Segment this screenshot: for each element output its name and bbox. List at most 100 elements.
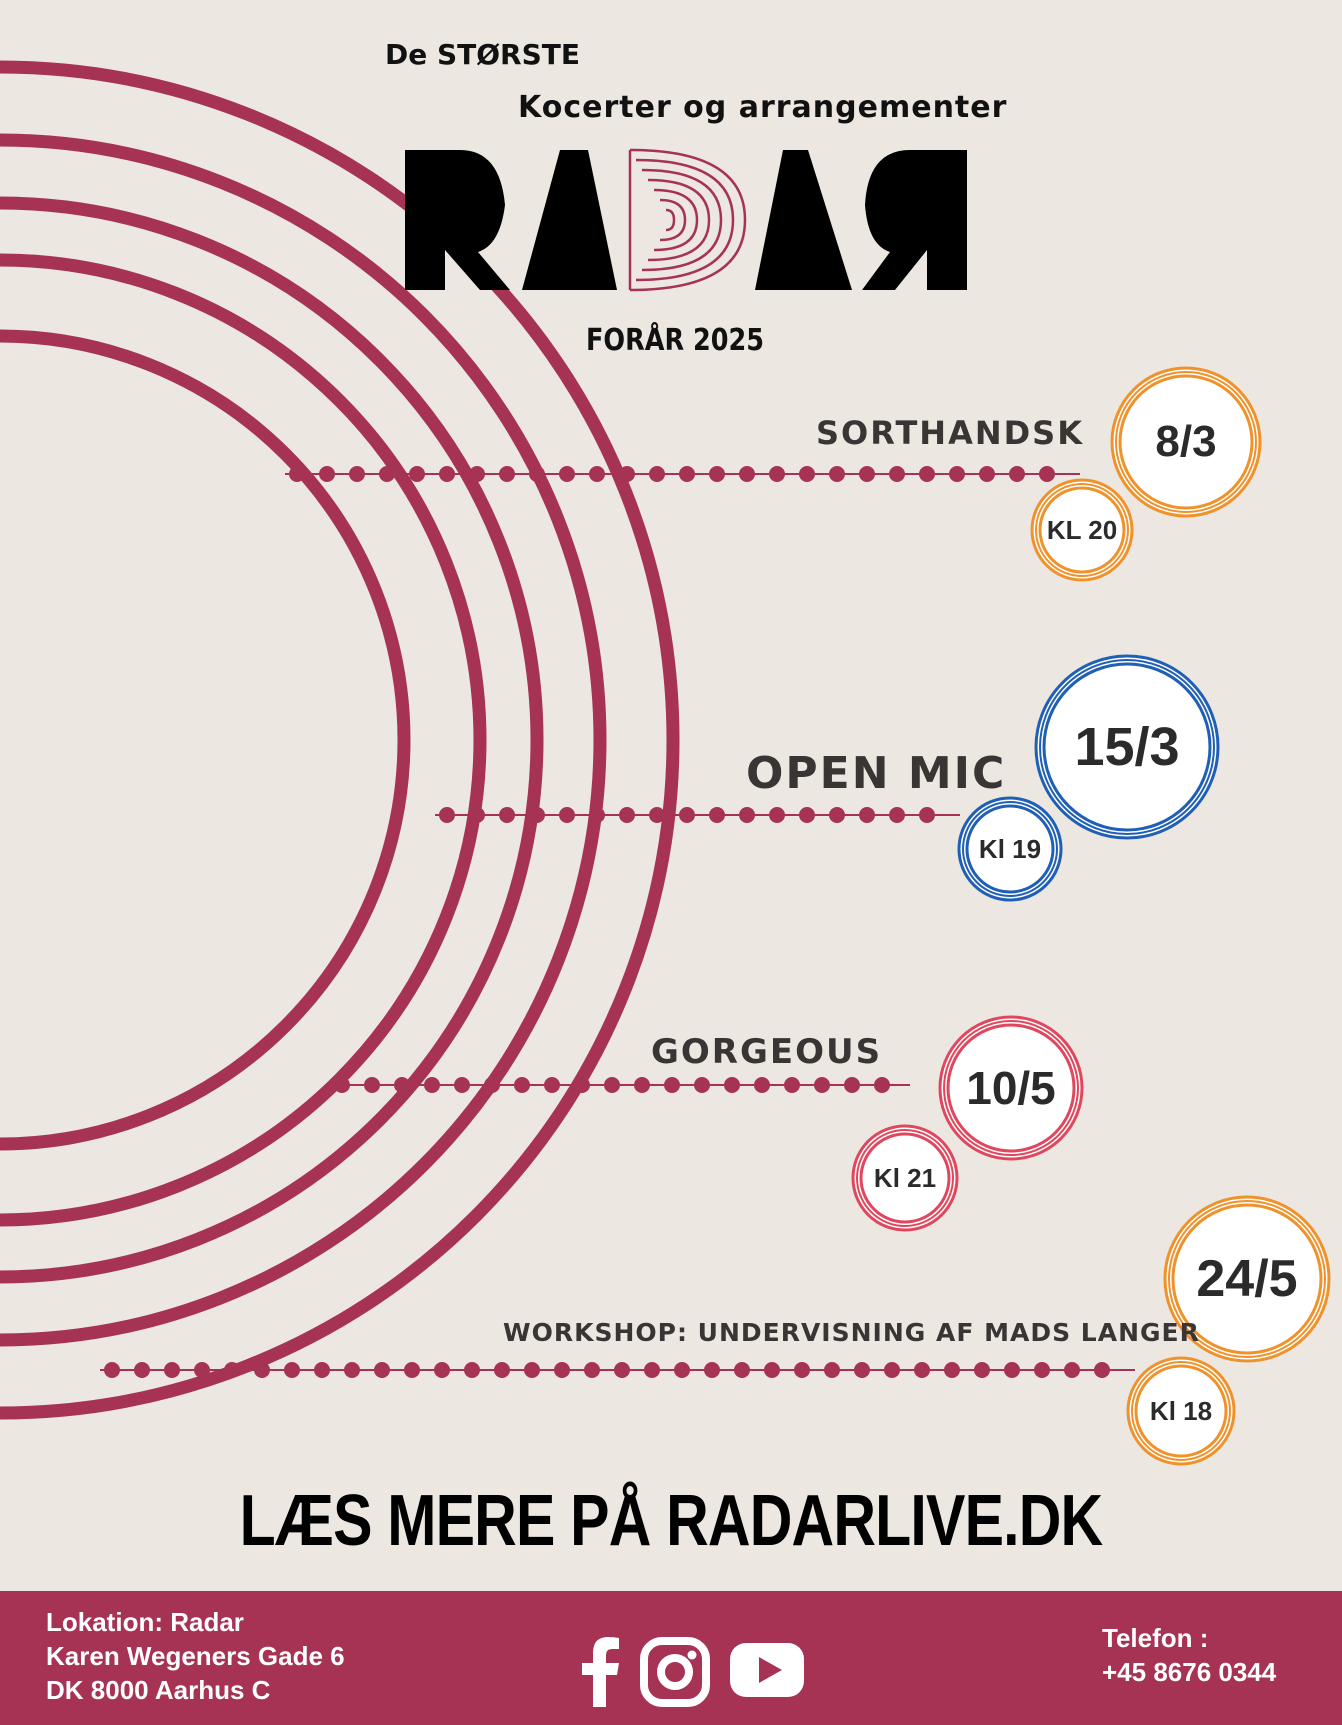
badge-ring: [1110, 366, 1262, 518]
dot: [469, 466, 485, 482]
dot: [739, 807, 755, 823]
dot: [554, 1362, 570, 1378]
phone-number[interactable]: +45 8676 0344: [1102, 1657, 1277, 1687]
dot: [529, 466, 545, 482]
date-badge-8-3: 8/3: [1155, 417, 1217, 466]
logo-letter-a2: [755, 150, 852, 290]
dot: [1034, 1362, 1050, 1378]
dot: [584, 1362, 600, 1378]
dot: [589, 807, 605, 823]
dot: [649, 807, 665, 823]
dot: [829, 466, 845, 482]
dot: [824, 1362, 840, 1378]
dot: [319, 466, 335, 482]
youtube-icon[interactable]: [728, 1641, 806, 1704]
badge-ring: [938, 1015, 1084, 1161]
dot: [704, 1362, 720, 1378]
instagram-icon[interactable]: [640, 1637, 710, 1712]
dot: [914, 1362, 930, 1378]
dot: [494, 1362, 510, 1378]
event-title-sorthandsk: SORTHANDSK: [816, 414, 1085, 452]
logo-letter-r: [405, 150, 510, 290]
dot: [844, 1077, 860, 1093]
dot: [404, 1362, 420, 1378]
dot: [424, 1077, 440, 1093]
dot: [1064, 1362, 1080, 1378]
dot: [974, 1362, 990, 1378]
arc: [0, 329, 411, 1151]
dot: [859, 807, 875, 823]
logo-letter-r-mirrored: [862, 150, 967, 290]
ring-circle: [1038, 486, 1126, 574]
dot: [434, 1362, 450, 1378]
ring-circle: [856, 1129, 954, 1227]
dot: [764, 1362, 780, 1378]
date-badge-10-5: 10/5: [966, 1062, 1056, 1114]
ring-circle: [1035, 483, 1129, 577]
dot: [604, 1077, 620, 1093]
location-line1: Lokation: Radar: [46, 1607, 244, 1637]
dot: [544, 1077, 560, 1093]
dot: [589, 466, 605, 482]
arc: [0, 253, 487, 1227]
dotted-lines: [100, 466, 1135, 1378]
dot: [649, 466, 665, 482]
dot: [754, 1077, 770, 1093]
footer-bar: Lokation: Radar Karen Wegeners Gade 6 DK…: [0, 1591, 1342, 1725]
dot: [164, 1362, 180, 1378]
concentric-arcs: [0, 60, 680, 1420]
badge-ring: [1034, 654, 1220, 840]
dot: [439, 466, 455, 482]
ring-circle: [943, 1020, 1079, 1156]
dot: [349, 466, 365, 482]
dot: [619, 466, 635, 482]
dot: [944, 1362, 960, 1378]
dot: [679, 466, 695, 482]
dot: [634, 1077, 650, 1093]
dot: [284, 1362, 300, 1378]
dot: [574, 1077, 590, 1093]
logo-letter-a: [522, 150, 617, 290]
dot: [394, 1077, 410, 1093]
dot: [614, 1362, 630, 1378]
dot: [1004, 1362, 1020, 1378]
logo-letter-d: [628, 148, 747, 292]
ring-circle: [1115, 371, 1257, 513]
dot: [919, 466, 935, 482]
dot: [889, 466, 905, 482]
badge-rings: [851, 366, 1331, 1466]
dot: [514, 1077, 530, 1093]
dot: [409, 466, 425, 482]
dot: [289, 466, 305, 482]
dot: [529, 807, 545, 823]
dot: [769, 466, 785, 482]
dot: [439, 807, 455, 823]
ring-circle: [859, 1132, 951, 1224]
ring-circle: [1039, 659, 1215, 835]
dot: [769, 807, 785, 823]
ring-circle: [1042, 662, 1212, 832]
ring-circle: [962, 801, 1058, 897]
dot: [794, 1362, 810, 1378]
dot: [194, 1362, 210, 1378]
dot: [889, 807, 905, 823]
ring-circle: [1118, 374, 1254, 510]
facebook-icon[interactable]: [580, 1637, 620, 1712]
dot: [559, 466, 575, 482]
event-title-open-mic: OPEN MIC: [746, 748, 1007, 799]
dot: [694, 1077, 710, 1093]
dot: [499, 807, 515, 823]
dot: [874, 1077, 890, 1093]
dot: [664, 1077, 680, 1093]
dot: [854, 1362, 870, 1378]
event-title-gorgeous: GORGEOUS: [651, 1032, 883, 1072]
cta-website[interactable]: LÆS MERE PÅ RADARLIVE.DK: [239, 1481, 1104, 1561]
phone-label: Telefon :: [1102, 1623, 1209, 1653]
dot: [644, 1362, 660, 1378]
location-line3: DK 8000 Aarhus C: [46, 1675, 271, 1705]
radar-logo: [405, 148, 967, 292]
date-badge-24-5: 24/5: [1196, 1250, 1298, 1308]
location-line2: Karen Wegeners Gade 6: [46, 1641, 345, 1671]
date-badge-15-3: 15/3: [1074, 717, 1180, 777]
dot: [454, 1077, 470, 1093]
